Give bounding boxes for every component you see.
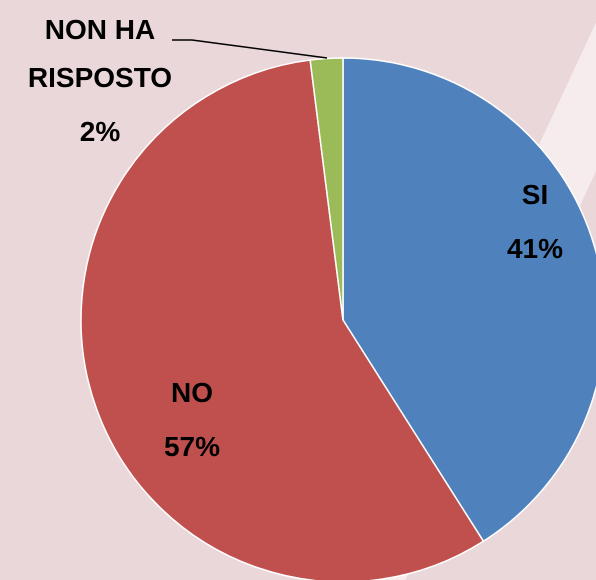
value-label: 57%	[163, 431, 221, 462]
pie-slice	[342, 57, 596, 543]
leader-line	[172, 39, 328, 59]
value-label: 41%	[506, 233, 564, 264]
slice-label: SI	[521, 179, 549, 210]
value-label: 2%	[79, 116, 121, 147]
slice-label: NON HA RISPOSTO	[27, 14, 173, 93]
pie-slice	[80, 59, 485, 580]
slice-label: NO	[171, 377, 213, 408]
